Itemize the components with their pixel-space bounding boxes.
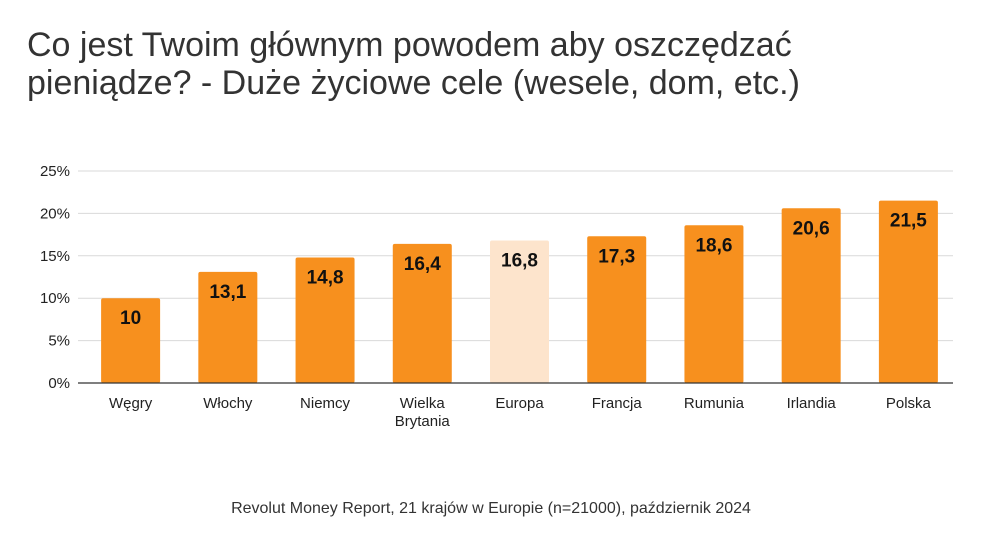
chart-title-line-2: pieniądze? - Duże życiowe cele (wesele, …: [27, 64, 800, 102]
data-label: 20,6: [793, 218, 830, 239]
bar: [587, 236, 647, 383]
bar: [878, 200, 938, 383]
bar: [490, 240, 549, 383]
y-tick-label: 20%: [40, 205, 70, 222]
y-tick-label: 5%: [48, 333, 70, 350]
data-label: 17,3: [598, 246, 635, 267]
y-tick-label: 10%: [40, 290, 70, 307]
x-tick-label: Europa: [495, 395, 544, 412]
x-tick-label: Polska: [886, 395, 932, 412]
x-tick-label: Włochy: [203, 395, 253, 412]
x-tick-label: Rumunia: [684, 395, 745, 412]
y-tick-label: 0%: [48, 375, 70, 392]
data-label: 16,8: [501, 251, 538, 272]
bars: [101, 200, 938, 383]
source-footnote: Revolut Money Report, 21 krajów w Europi…: [231, 500, 751, 517]
x-axis-ticks: Węgry Włochy Niemcy Wielka Brytania Europa Fra…: [109, 395, 932, 430]
data-label: 14,8: [307, 267, 344, 288]
chart-title: Co jest Twoim głównym powodem aby oszczę…: [27, 26, 957, 102]
x-tick-label: Niemcy: [300, 395, 351, 412]
bar: [781, 208, 841, 383]
bar: [198, 271, 258, 383]
data-label: 10: [120, 308, 141, 329]
x-tick-label: Wielka Brytania: [395, 395, 451, 430]
x-tick-label: Irlandia: [787, 395, 837, 412]
x-tick-label: Francja: [592, 395, 643, 412]
data-label: 18,6: [695, 235, 732, 256]
y-tick-label: 15%: [40, 248, 70, 265]
bar: [101, 298, 161, 383]
data-labels: 10 13,1 14,8 16,4 16,8 17,3 18,6 20,6 21,5: [120, 211, 927, 330]
chart-title-line-1: Co jest Twoim głównym powodem aby oszczę…: [27, 26, 792, 64]
bar: [684, 225, 744, 383]
data-label: 13,1: [209, 282, 246, 303]
bar: [295, 257, 355, 383]
x-tick-label: Węgry: [109, 395, 153, 412]
y-tick-label: 25%: [40, 163, 70, 180]
data-label: 21,5: [890, 211, 927, 232]
data-label: 16,4: [404, 254, 441, 275]
bar: [392, 243, 452, 383]
y-axis-ticks: 0% 5% 10% 15% 20% 25%: [40, 163, 70, 392]
